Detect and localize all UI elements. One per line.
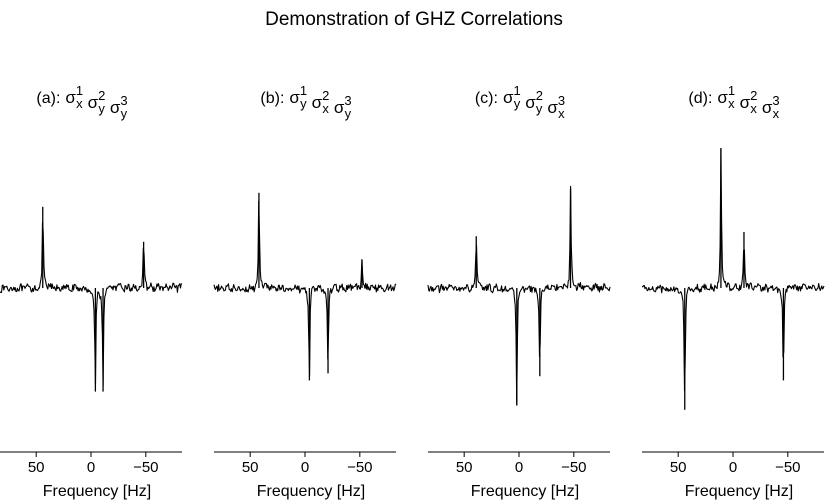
x-axis-label: Frequency [Hz] [257,483,365,500]
operator-superscript: 3 [772,93,779,108]
operator-subscript: y [98,101,105,116]
panel-header: (a): σ1 x σ2 y σ3 y [36,83,127,121]
operator-superscript: 1 [513,83,520,98]
operator-subscript: x [76,96,83,111]
operator-subscript: x [773,106,780,121]
sigma-symbol: σ [312,93,323,112]
panel-label: (c): [475,90,498,107]
x-tick-label: 50 [28,459,45,476]
x-tick-label: −50 [133,459,158,476]
x-tick-label: −50 [561,459,586,476]
x-tick-label: 0 [515,459,523,476]
x-tick-label: 50 [670,459,687,476]
x-tick-label: −50 [347,459,372,476]
sigma-symbol: σ [65,88,76,107]
operator-subscript: x [558,106,565,121]
operator-superscript: 3 [120,93,127,108]
sigma-symbol: σ [110,98,121,117]
operator-superscript: 1 [76,83,83,98]
operator-subscript: x [322,101,329,116]
x-tick-label: 0 [301,459,309,476]
sigma-symbol: σ [547,98,558,117]
operator-superscript: 3 [344,93,351,108]
sigma-symbol: σ [740,93,751,112]
sigma-symbol: σ [88,93,99,112]
operator-subscript: x [750,101,757,116]
panel-header: (b): σ1 y σ2 x σ3 y [260,83,351,121]
operator-superscript: 2 [536,88,543,103]
operator-superscript: 2 [322,88,329,103]
chart-title: Demonstration of GHZ Correlations [265,9,563,30]
sigma-symbol: σ [717,88,728,107]
operator-superscript: 2 [98,88,105,103]
sigma-symbol: σ [334,98,345,117]
x-axis-label: Frequency [Hz] [43,483,151,500]
spectrum-trace [0,221,183,386]
x-axis-label: Frequency [Hz] [471,483,579,500]
operator-superscript: 1 [728,83,735,98]
panel-header: (d): σ1 x σ2 x σ3 x [688,83,779,121]
operator-superscript: 3 [558,93,565,108]
panel-label: (a): [36,90,60,107]
sigma-symbol: σ [503,88,514,107]
operator-subscript: x [728,96,735,111]
panel-header: (c): σ1 y σ2 y σ3 x [475,83,565,121]
x-tick-label: −50 [775,459,800,476]
operator-superscript: 2 [750,88,757,103]
operator-subscript: y [345,106,352,121]
x-tick-label: 50 [242,459,259,476]
operator-subscript: y [300,96,307,111]
panel-label: (d): [688,90,712,107]
spectrum-trace [213,200,397,377]
spectrum-trace [641,148,825,392]
operator-superscript: 1 [300,83,307,98]
operator-subscript: y [536,101,543,116]
sigma-symbol: σ [525,93,536,112]
x-tick-label: 0 [729,459,737,476]
x-tick-label: 50 [456,459,473,476]
sigma-symbol: σ [762,98,773,117]
panel-label: (b): [260,90,284,107]
sigma-symbol: σ [289,88,300,107]
spectrum-trace [427,185,611,405]
x-tick-label: 0 [87,459,95,476]
operator-subscript: y [121,106,128,121]
x-axis-label: Frequency [Hz] [685,483,793,500]
operator-subscript: y [514,96,521,111]
